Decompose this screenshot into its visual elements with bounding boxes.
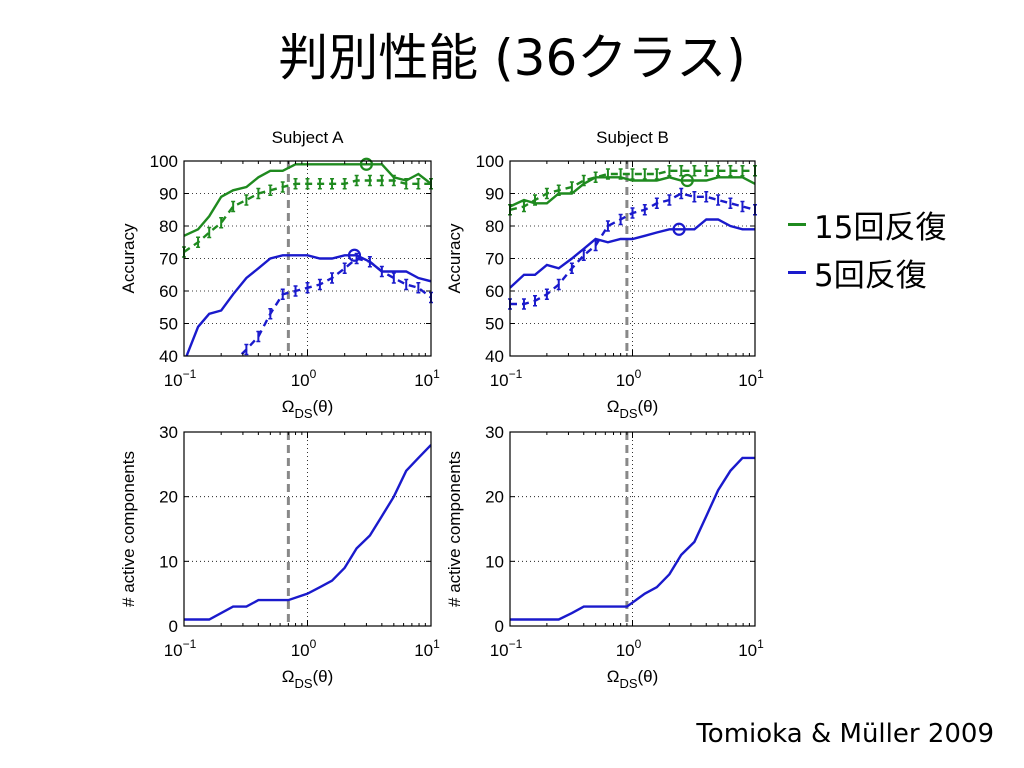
y-tick-label: 100 (476, 152, 504, 171)
legend-label-5: 5回反復 (814, 257, 927, 294)
chart-panel-2: 40 50 60 70 80 90 100 Subject B Accuracy (445, 128, 757, 366)
y-tick-label: 50 (159, 315, 178, 334)
optimum-marker-blue (347, 248, 362, 262)
y-tick-label: 60 (485, 282, 504, 301)
y-tick-label: 90 (159, 185, 178, 204)
y-tick-label: 60 (159, 282, 178, 301)
optimum-marker-green (359, 157, 374, 171)
x-axis-label: ΩDS(θ) (607, 667, 659, 691)
panel-title: Subject A (272, 128, 344, 147)
y-tick-label: 90 (485, 185, 504, 204)
series-line-green-solid (510, 176, 755, 208)
y-tick-label: 0 (169, 617, 178, 636)
legend-swatch-green (788, 222, 806, 226)
y-tick-label: 10 (485, 552, 504, 571)
series-line-blue-solid (510, 456, 755, 621)
x-axis-label: ΩDS(θ) (282, 397, 334, 421)
x-tick-label: 10−1 (164, 367, 197, 390)
series-line-blue-solid (184, 444, 431, 621)
series-line-blue-solid (185, 254, 431, 356)
legend-swatch-blue (788, 270, 806, 274)
y-axis-label: Accuracy (119, 223, 138, 293)
x-tick-label: 100 (616, 637, 642, 660)
x-tick-label: 100 (616, 367, 642, 390)
x-tick-label: 100 (291, 367, 317, 390)
y-tick-label: 100 (150, 152, 178, 171)
optimum-marker-blue (672, 222, 686, 236)
legend-label-15: 15回反復 (814, 209, 947, 246)
y-tick-label: 10 (159, 552, 178, 571)
x-tick-label: 101 (414, 367, 440, 390)
x-tick-label: 101 (738, 367, 764, 390)
y-tick-label: 20 (485, 488, 504, 507)
x-tick-label: 101 (414, 637, 440, 660)
citation: Tomioka & Müller 2009 (696, 719, 994, 749)
axes-frame (183, 160, 432, 357)
legend-item-5: 5回反復 (788, 248, 946, 296)
chart-panel-3: 0 10 20 30 # active components (119, 423, 432, 636)
x-tick-label: 10−1 (490, 637, 523, 660)
y-tick-label: 70 (159, 250, 178, 269)
x-tick-label: 100 (291, 637, 317, 660)
y-tick-label: 70 (485, 250, 504, 269)
y-tick-label: 30 (159, 423, 178, 442)
chart-panel-4: 0 10 20 30 # active components (445, 423, 756, 636)
y-axis-label: # active components (119, 451, 138, 607)
y-tick-label: 40 (159, 347, 178, 366)
legend-item-15: 15回反復 (788, 200, 946, 248)
optimum-marker-green (680, 173, 694, 188)
y-axis-label: # active components (445, 451, 464, 607)
y-tick-label: 50 (485, 315, 504, 334)
y-tick-label: 80 (159, 217, 178, 236)
x-tick-label: 10−1 (164, 637, 197, 660)
legend: 15回反復 5回反復 (788, 200, 946, 296)
x-axis-label: ΩDS(θ) (282, 667, 334, 691)
x-axis-label: ΩDS(θ) (607, 397, 659, 421)
y-tick-label: 20 (159, 488, 178, 507)
slide-title: 判別性能 (36クラス) (278, 29, 746, 87)
y-tick-label: 80 (485, 217, 504, 236)
x-tick-label: 10−1 (490, 367, 523, 390)
panel-title: Subject B (596, 128, 669, 147)
y-tick-label: 30 (485, 423, 504, 442)
y-tick-label: 40 (485, 347, 504, 366)
x-tick-label: 101 (738, 637, 764, 660)
chart-panel-1: 40 50 60 70 80 90 100 Subject A Accuracy (119, 128, 433, 366)
y-tick-label: 0 (495, 617, 504, 636)
series-line-blue-solid (510, 218, 755, 289)
y-axis-label: Accuracy (445, 223, 464, 293)
